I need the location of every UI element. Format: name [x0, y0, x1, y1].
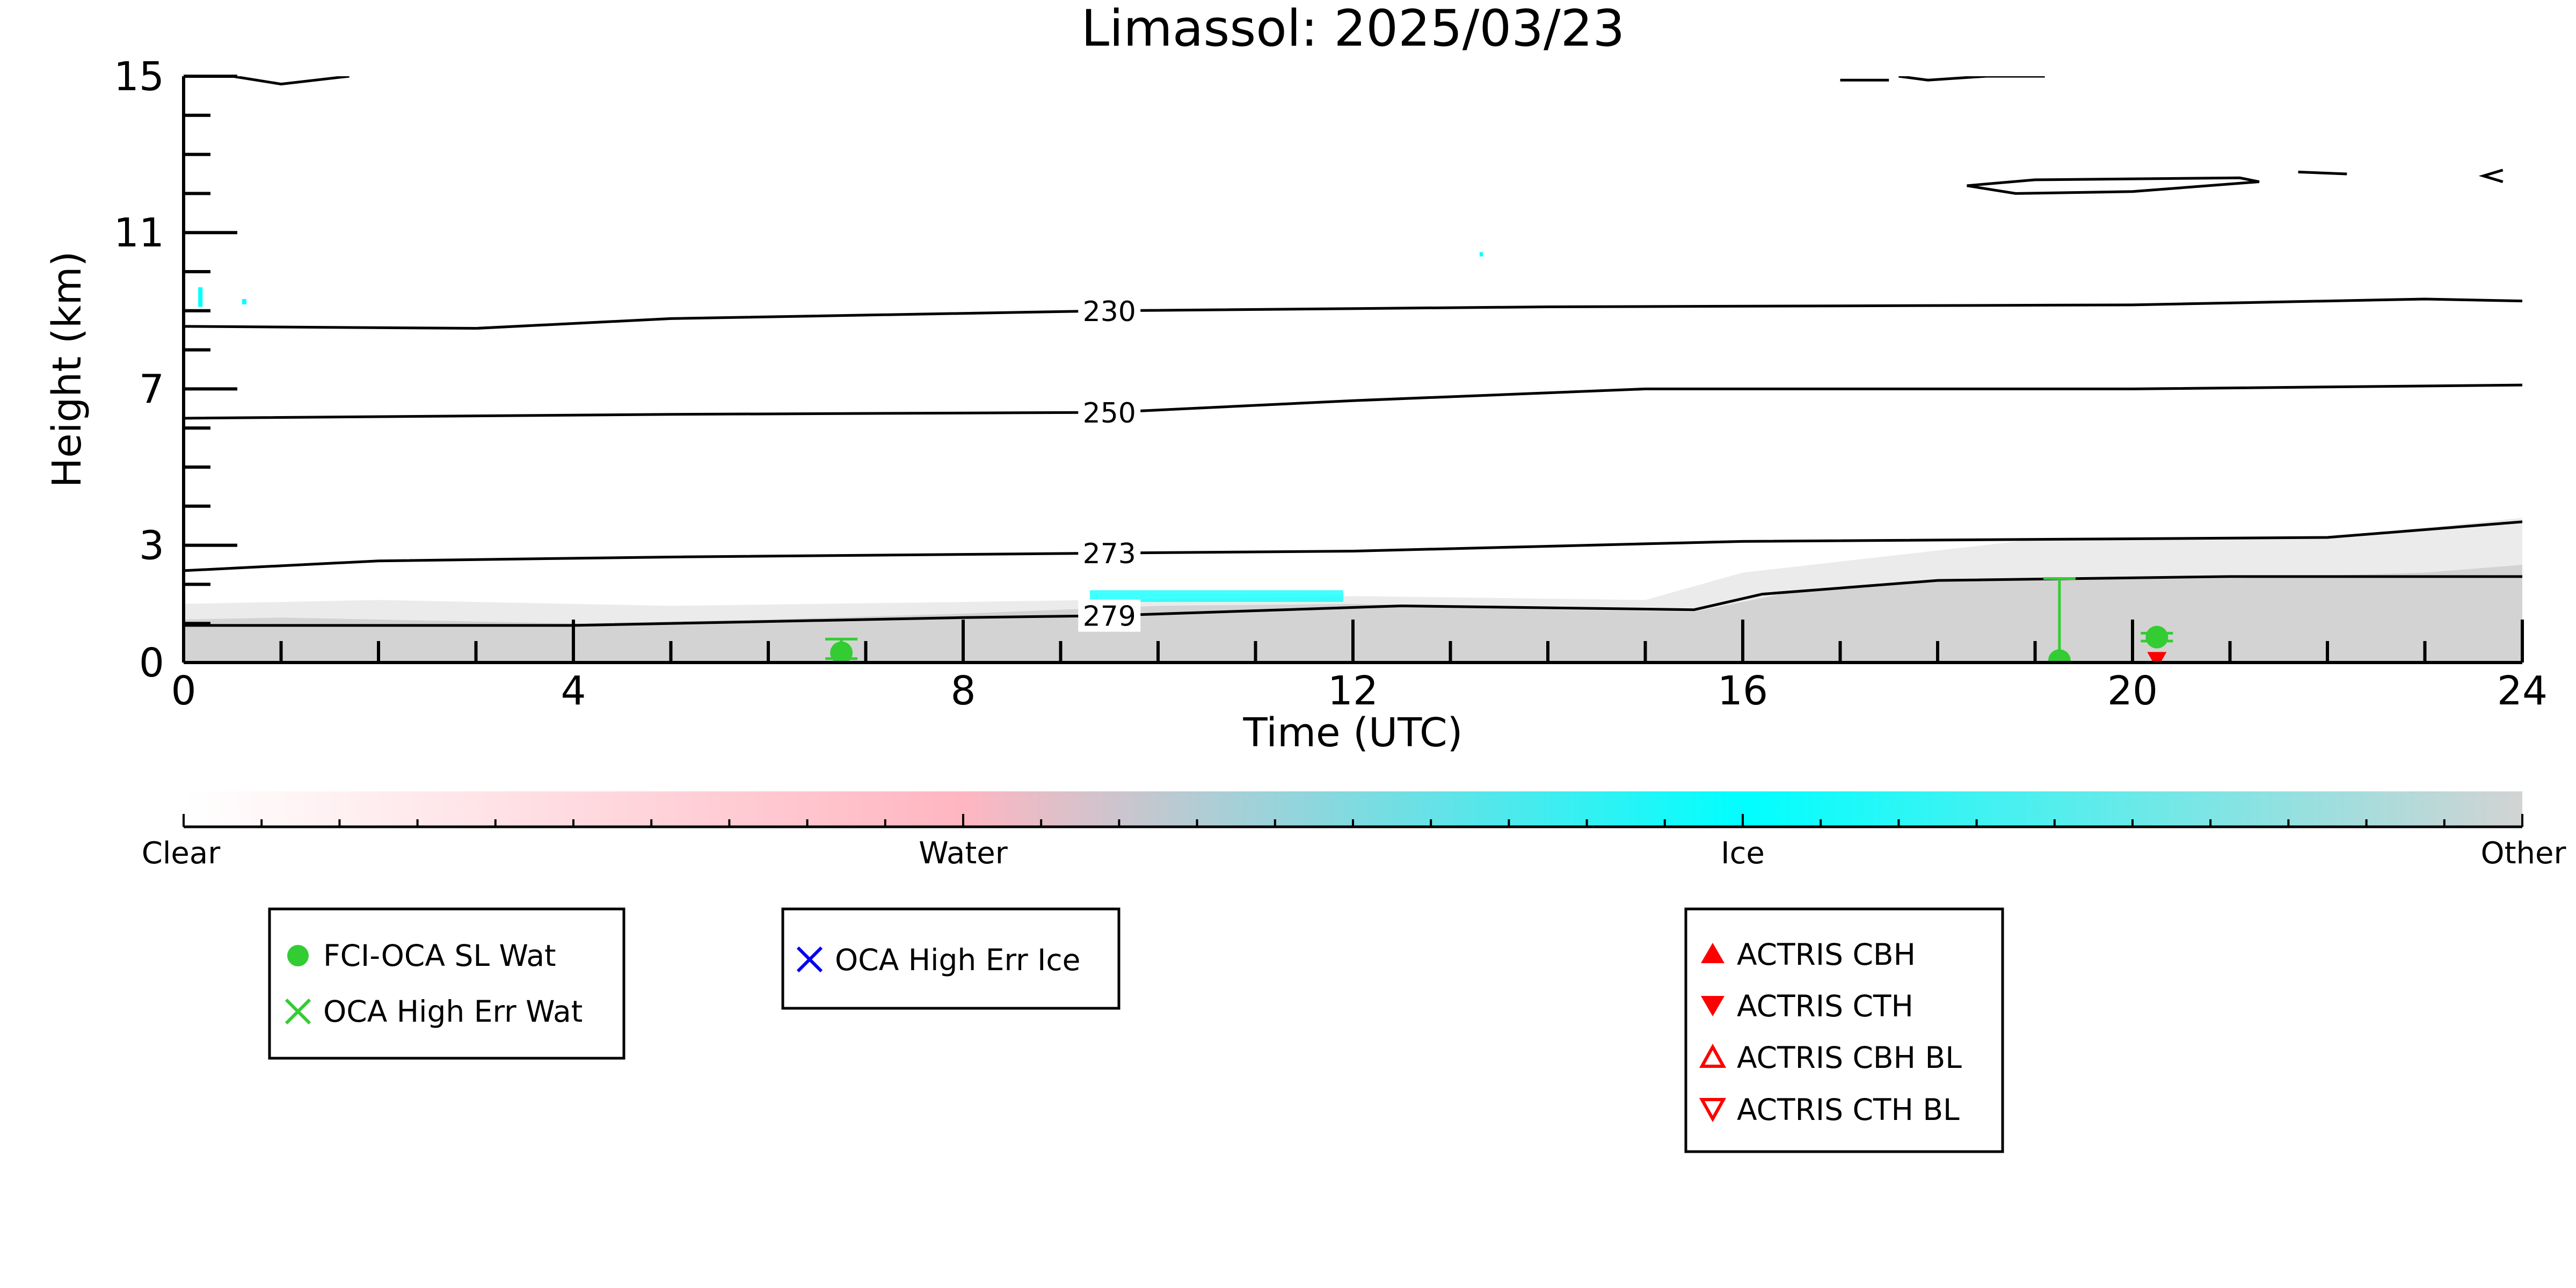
isotherm-label-279: 279	[1083, 601, 1136, 633]
legend-marker-x	[796, 946, 823, 973]
cloud-mask-ice-speck	[198, 287, 203, 307]
legend-label: OCA High Err Wat	[323, 994, 583, 1029]
cloud-mask-other-area	[184, 565, 2522, 663]
actris-cth-point	[2147, 652, 2167, 663]
y-tick-label: 3	[139, 523, 164, 569]
oca-water-point	[2048, 649, 2071, 663]
isotherm-line-279	[184, 575, 2522, 627]
isotherm-line-273	[184, 520, 2522, 572]
cloud-mask-other-haze	[184, 518, 2522, 663]
colorbar-label-clear: Clear	[142, 836, 221, 871]
legend-frame	[1684, 907, 2004, 1153]
legend-marker-x	[285, 998, 311, 1025]
legend-label: FCI-OCA SL Wat	[323, 938, 556, 973]
oca-water-point	[2145, 625, 2169, 649]
x-tick-label: 8	[950, 668, 976, 714]
x-tick-label: 0	[171, 668, 196, 714]
isotherm-label-bg	[1078, 599, 1141, 632]
isotherm-contours: 230 250 273 279	[184, 76, 2522, 633]
colorbar-label-ice: Ice	[1721, 836, 1765, 871]
x-tick-label: 16	[1718, 668, 1768, 714]
legend-marker-circle	[287, 945, 309, 966]
upper-contour-line	[1898, 76, 2045, 82]
axes: 0 3 7 11 15 0 4 8 12 16 20 24	[114, 54, 2548, 714]
upper-contour-line	[232, 76, 350, 86]
chart-title: Limassol: 2025/03/23	[1081, 0, 1625, 58]
isotherm-line-230	[184, 297, 2522, 330]
retrieval-markers	[825, 577, 2173, 663]
isotherm-line-250	[184, 383, 2522, 420]
y-tick-label: 0	[139, 640, 164, 686]
isotherm-label-bg	[1078, 396, 1141, 429]
y-tick-label: 7	[139, 366, 164, 412]
legend-label: ACTRIS CTH	[1737, 989, 1913, 1023]
isotherm-label-bg	[1078, 294, 1141, 327]
x-tick-label: 24	[2497, 668, 2548, 714]
isotherm-label-230: 230	[1083, 296, 1136, 328]
y-tick-label: 15	[114, 54, 164, 100]
legend-oca-water: FCI-OCA SL Wat OCA High Err Wat	[268, 907, 625, 1060]
upper-contour-line	[2298, 170, 2347, 176]
plot-area: 230 250 273 279	[184, 76, 2522, 663]
y-axis-label: Height (km)	[44, 251, 90, 488]
legend-frame	[781, 907, 1120, 1010]
legend-frame	[268, 907, 625, 1060]
legend-marker-triangle-down	[1701, 996, 1724, 1016]
legend-marker-triangle-up-open	[1699, 1043, 1727, 1068]
legend-label: ACTRIS CBH BL	[1737, 1040, 1962, 1075]
cloud-mask-ice-speck	[1479, 252, 1483, 257]
cloud-mask-ice-speck	[242, 299, 246, 304]
colorbar-label-other: Other	[2480, 836, 2566, 871]
colorbar-label-water: Water	[919, 836, 1008, 871]
legend-label: OCA High Err Ice	[835, 943, 1080, 977]
colorbar: Clear Water Ice Other	[142, 791, 2566, 871]
isotherm-label-bg	[1078, 537, 1141, 570]
y-tick-label: 11	[114, 210, 164, 256]
oca-water-point	[830, 641, 853, 663]
legend-oca-ice: OCA High Err Ice	[781, 907, 1120, 1010]
legend-label: ACTRIS CBH	[1737, 937, 1916, 972]
upper-contour-line	[2478, 169, 2504, 183]
x-axis-label: Time (UTC)	[1242, 710, 1462, 756]
legend-label: ACTRIS CTH BL	[1737, 1093, 1960, 1127]
cloud-mask-layer	[184, 252, 2522, 663]
x-tick-label: 12	[1328, 668, 1378, 714]
cloud-mask-ice-patch	[1089, 590, 1343, 602]
legend-marker-triangle-up	[1701, 943, 1724, 963]
x-tick-label: 20	[2107, 668, 2158, 714]
legend-actris: ACTRIS CBH ACTRIS CTH ACTRIS CBH BL ACTR…	[1684, 907, 2004, 1153]
isotherm-label-273: 273	[1083, 538, 1136, 570]
isotherm-label-250: 250	[1083, 397, 1136, 430]
x-tick-label: 4	[561, 668, 586, 714]
legend-marker-triangle-down-open	[1699, 1098, 1727, 1123]
colorbar-ticks	[183, 814, 2523, 828]
upper-contour-line	[1967, 176, 2260, 195]
